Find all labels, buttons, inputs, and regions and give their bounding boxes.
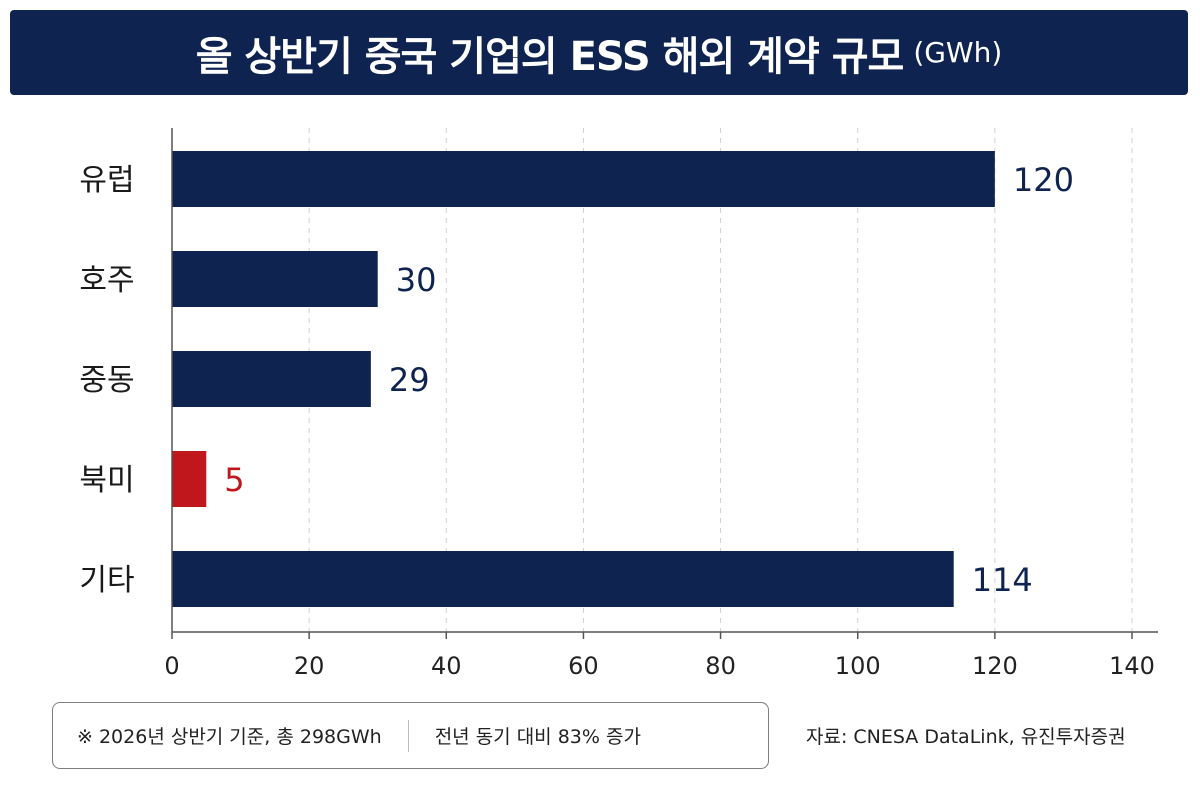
value-label-4: 5 (224, 461, 244, 499)
bar-1 (172, 151, 995, 207)
x-tick-label-140: 140 (1109, 652, 1155, 680)
bar-2 (172, 251, 378, 307)
category-label-2: 호주 (79, 263, 134, 298)
bar-5 (172, 551, 954, 607)
note-total: ※ 2026년 상반기 기준, 총 298GWh (77, 726, 382, 748)
category-label-4: 북미 (79, 463, 134, 498)
bar-4 (172, 451, 207, 507)
note-box: ※ 2026년 상반기 기준, 총 298GWh 전년 동기 대비 83% 증가 (52, 702, 769, 769)
x-tick-label-100: 100 (835, 652, 881, 680)
category-label-1: 유럽 (79, 163, 134, 198)
category-label-5: 기타 (79, 563, 134, 598)
x-tick-label-40: 40 (431, 652, 462, 680)
value-label-5: 114 (972, 561, 1033, 599)
grid-lines (308, 128, 1133, 632)
value-label-3: 29 (389, 361, 430, 399)
x-tick-label-0: 0 (164, 652, 179, 680)
x-tick-label-20: 20 (294, 652, 325, 680)
chart-unit: (GWh) (913, 36, 1003, 69)
bars (172, 151, 995, 607)
axes (171, 128, 1158, 639)
note-growth: 전년 동기 대비 83% 증가 (434, 726, 641, 748)
x-tick-label-120: 120 (972, 652, 1018, 680)
title-bar: 올 상반기 중국 기업의 ESS 해외 계약 규모 (GWh) (10, 10, 1188, 95)
x-tick-label-60: 60 (568, 652, 599, 680)
x-tick-label-80: 80 (705, 652, 736, 680)
bar-3 (172, 351, 371, 407)
category-label-3: 중동 (79, 363, 134, 398)
chart-title: 올 상반기 중국 기업의 ESS 해외 계약 규모 (195, 33, 905, 80)
value-label-1: 120 (1013, 161, 1074, 199)
note-divider (407, 719, 409, 752)
source-text: 자료: CNESA DataLink, 유진투자증권 (806, 726, 1126, 748)
value-label-2: 30 (396, 261, 437, 299)
